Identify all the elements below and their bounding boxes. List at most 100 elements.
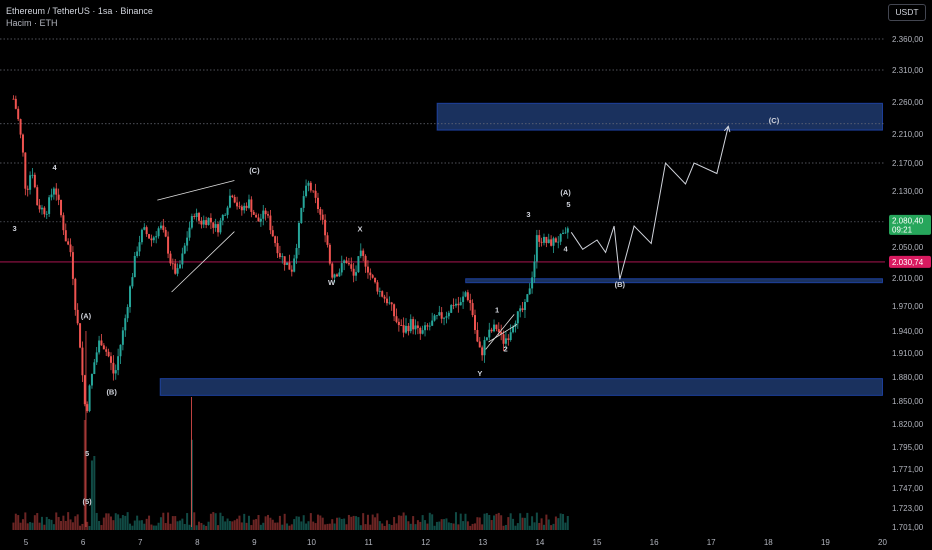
volume-bar-32 <box>88 525 91 530</box>
volume-bar-27 <box>76 514 79 530</box>
candle-body <box>276 243 279 254</box>
candle-body <box>143 227 146 230</box>
symbol-title[interactable]: Ethereum / TetherUS · 1sa · Binance <box>6 6 153 16</box>
volume-bar-85 <box>214 513 217 530</box>
x-tick-label: 13 <box>478 538 487 547</box>
candle-body <box>212 222 215 228</box>
candle-body <box>552 238 555 246</box>
volume-bar-169 <box>414 524 417 530</box>
wave-label-14: (A) <box>560 188 571 197</box>
candle-body <box>29 175 32 190</box>
candle-body <box>124 318 127 331</box>
candle-body <box>264 210 267 215</box>
wave-label-10: 1 <box>495 306 499 315</box>
candle-body <box>64 230 67 242</box>
volume-bar-128 <box>316 514 319 530</box>
candle-body <box>126 307 129 319</box>
volume-bar-96 <box>240 522 243 530</box>
volume-bar-162 <box>397 515 400 530</box>
candle-body <box>88 385 91 412</box>
candle-body <box>245 205 248 208</box>
candle-body <box>469 300 472 304</box>
volume-bar-130 <box>321 517 324 530</box>
volume-bar-56 <box>145 518 148 530</box>
candle-body <box>45 213 48 215</box>
candle-body <box>274 236 277 244</box>
candle-body <box>300 207 303 223</box>
candle-body <box>459 302 462 306</box>
volume-bar-84 <box>212 512 215 530</box>
volume-bar-44 <box>117 514 120 530</box>
candle-body <box>257 217 260 222</box>
candle-body <box>490 329 493 332</box>
candle-body <box>366 266 369 273</box>
volume-bar-168 <box>412 516 415 530</box>
candle-body <box>233 196 236 203</box>
volume-bar-230 <box>559 513 562 530</box>
wave-label-13: 4 <box>564 245 569 254</box>
candle-body <box>495 324 498 330</box>
volume-bar-31 <box>86 521 89 530</box>
x-tick-label: 14 <box>535 538 544 547</box>
volume-bar-221 <box>538 522 541 530</box>
currency-button[interactable]: USDT <box>888 4 926 21</box>
volume-bar-231 <box>562 514 565 530</box>
candle-body <box>155 236 158 238</box>
wedge-line-1 <box>171 231 235 293</box>
candle-body <box>109 356 112 363</box>
candle-body <box>500 331 503 335</box>
candle-body <box>359 250 362 257</box>
wave-label-3: (B) <box>106 388 117 397</box>
volume-bar-207 <box>504 524 507 530</box>
target-zone-1 <box>465 278 883 284</box>
candle-body <box>497 329 500 332</box>
volume-bars <box>12 420 569 530</box>
volume-bar-99 <box>247 515 250 530</box>
candle-body <box>350 264 353 269</box>
candle-body <box>336 274 339 277</box>
x-tick-label: 8 <box>195 538 200 547</box>
candle-body <box>195 212 198 217</box>
y-tick-label: 1.910,00 <box>892 349 924 358</box>
candle-body <box>395 316 398 322</box>
candle-body <box>240 206 243 211</box>
candle-body <box>376 282 379 292</box>
volume-bar-136 <box>336 517 339 530</box>
y-tick-label: 1.880,00 <box>892 373 924 382</box>
candle-body <box>428 325 431 327</box>
volume-bar-97 <box>243 513 246 530</box>
projection-arrowhead <box>723 125 731 133</box>
volume-bar-147 <box>362 513 365 530</box>
red-line-badge <box>889 255 931 268</box>
volume-bar-171 <box>419 521 422 530</box>
candle-body <box>485 337 488 341</box>
volume-bar-157 <box>385 520 388 530</box>
candle-body <box>533 261 536 278</box>
volume-bar-222 <box>540 518 543 530</box>
volume-bar-159 <box>390 525 393 530</box>
volume-bar-81 <box>205 525 208 530</box>
volume-bar-2 <box>17 515 20 530</box>
candle-body <box>193 216 196 217</box>
candle-body <box>493 324 496 332</box>
volume-bar-181 <box>443 519 446 530</box>
volume-bar-201 <box>490 520 493 530</box>
candle-body <box>243 205 246 211</box>
chart-header: Ethereum / TetherUS · 1sa · Binance Haci… <box>6 5 153 29</box>
wedge-line-0 <box>157 180 235 201</box>
candle-body <box>174 263 177 274</box>
candle-body <box>217 224 220 233</box>
volume-bar-67 <box>171 516 174 530</box>
volume-bar-205 <box>500 515 503 530</box>
volume-bar-51 <box>133 520 136 530</box>
volume-bar-52 <box>136 515 139 530</box>
candle-body <box>221 215 224 221</box>
candle-body <box>557 241 560 243</box>
axes-layer: 2.360,00 2.310,00 2.260,00 2.210,00 2.170,00… <box>24 35 931 547</box>
candle-body <box>67 241 70 245</box>
volume-indicator-label[interactable]: Hacim · ETH <box>6 18 58 28</box>
candle-body <box>159 225 162 229</box>
volume-bar-218 <box>531 516 534 530</box>
candle-body <box>171 263 174 265</box>
